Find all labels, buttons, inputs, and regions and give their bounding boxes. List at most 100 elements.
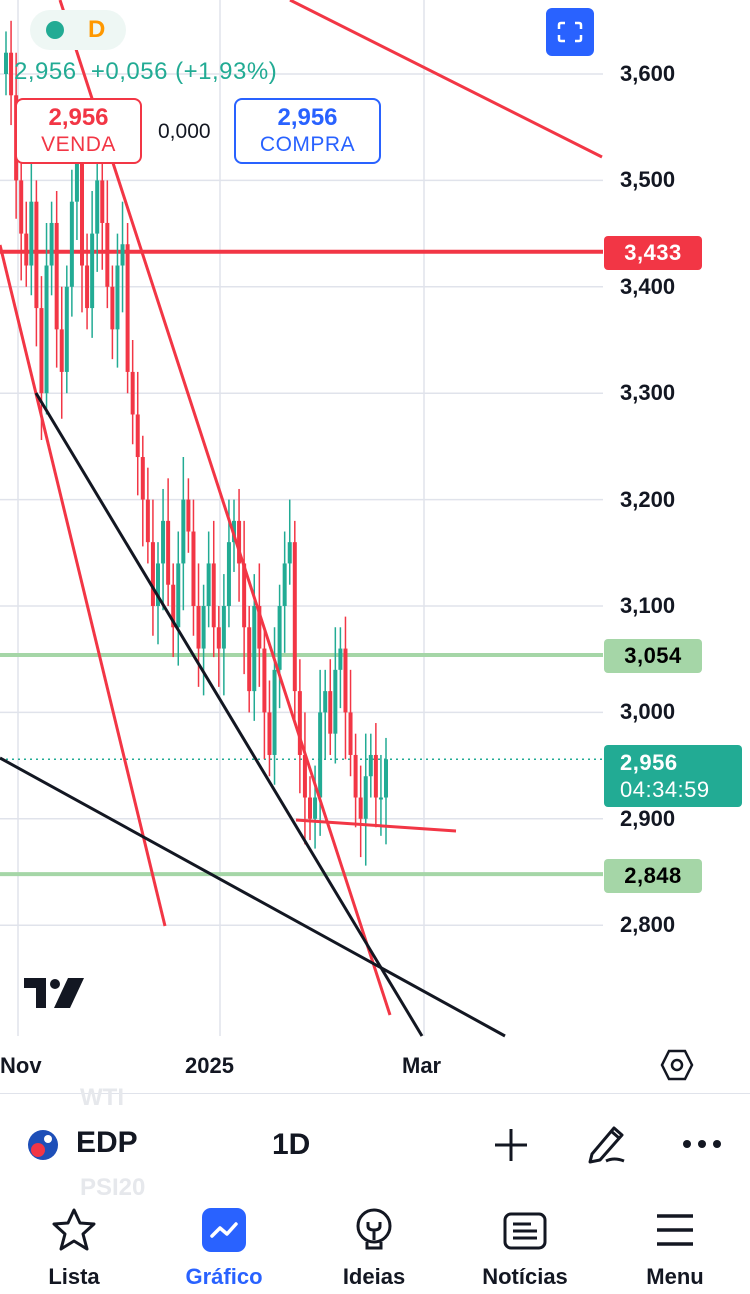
nav-noticias[interactable]: Notícias: [455, 1206, 595, 1290]
y-tick-label: 3,300: [620, 380, 676, 406]
current-price-label: 2,956 04:34:59: [604, 745, 742, 807]
nav-label: Gráfico: [185, 1264, 263, 1289]
candle-body: [262, 648, 267, 713]
price-line-label-upper: 3,054: [604, 639, 702, 673]
candle-body: [140, 457, 145, 500]
candle-body: [338, 648, 343, 670]
trendline-red: [289, 0, 603, 159]
candle-body: [277, 606, 282, 670]
price-chart[interactable]: [0, 0, 750, 1092]
y-tick-label: 3,600: [620, 61, 676, 86]
nav-menu[interactable]: Menu: [605, 1206, 745, 1290]
candle-body: [186, 499, 191, 532]
candle-body: [216, 627, 221, 649]
candle-body: [257, 606, 262, 649]
candle-body: [373, 754, 378, 798]
bar-countdown: 04:34:59: [620, 777, 710, 802]
y-tick-label: 3,000: [620, 699, 676, 725]
candle-body: [181, 499, 186, 564]
candle-body: [363, 776, 368, 819]
nav-label: Lista: [48, 1264, 100, 1289]
y-tick-label: 3,100: [620, 593, 676, 618]
symbol-toolbar: WTI PSI20 EDP 1D: [0, 1084, 750, 1201]
news-icon: [503, 1212, 547, 1250]
candle-body: [302, 754, 307, 798]
y-tick-label: 2,900: [620, 805, 676, 831]
candle-body: [348, 712, 353, 755]
chart-icon: [202, 1208, 246, 1252]
buy-button[interactable]: 2,956 COMPRA: [234, 98, 381, 164]
sell-button[interactable]: 2,956 VENDA: [15, 98, 142, 164]
current-price: 2,956: [620, 750, 678, 775]
nav-label: Menu: [646, 1264, 704, 1289]
candle-body: [49, 222, 54, 266]
candle-body: [292, 542, 297, 692]
candle-body: [9, 52, 14, 96]
candle-body: [328, 691, 333, 734]
trendline-red: [58, 0, 392, 1016]
price-line-label-lower: 2,848: [604, 859, 702, 893]
buy-label: COMPRA: [259, 133, 356, 156]
nav-grafico[interactable]: Gráfico: [154, 1206, 294, 1290]
symbol-button[interactable]: EDP: [24, 1124, 138, 1162]
candle-body: [120, 244, 125, 266]
trendline-black: [34, 392, 424, 1037]
nav-ideias[interactable]: Ideias: [304, 1206, 444, 1290]
x-tick-label: 2025: [185, 1053, 234, 1078]
symbol-logo-icon: [28, 1130, 58, 1160]
candle-body: [95, 180, 100, 234]
candle-body: [130, 371, 135, 415]
interval-badge: D: [88, 16, 106, 43]
chart-area[interactable]: D 2,956 +0,056 (+1,93%) 2,956 VENDA 0,00…: [0, 0, 750, 1092]
candle-body: [237, 520, 242, 564]
symbol-name: EDP: [76, 1126, 138, 1159]
candle-body: [90, 233, 95, 309]
spread-value: 0,000: [158, 120, 211, 143]
more-icon[interactable]: [682, 1138, 722, 1150]
fullscreen-icon: [557, 21, 583, 43]
chart-status-pill[interactable]: D: [30, 10, 126, 50]
candle-body: [242, 563, 247, 628]
nav-lista[interactable]: Lista: [4, 1206, 144, 1290]
candle-body: [226, 542, 231, 606]
interval-button[interactable]: 1D: [272, 1128, 311, 1161]
lightbulb-icon: [356, 1208, 392, 1250]
candle-body: [176, 563, 181, 628]
draw-pencil-icon[interactable]: [584, 1120, 630, 1166]
candle-body: [333, 669, 338, 734]
x-tick-label: Nov: [0, 1053, 42, 1078]
candle-body: [221, 606, 226, 649]
candle-body: [85, 265, 90, 309]
y-tick-label: 3,500: [620, 167, 676, 193]
trendline-red: [295, 818, 457, 833]
candle-body: [252, 606, 257, 692]
candle-body: [64, 286, 69, 372]
candle-body: [282, 563, 287, 606]
trendline-red: [0, 244, 167, 927]
add-icon[interactable]: [492, 1126, 530, 1164]
sell-price: 2,956: [48, 104, 109, 131]
y-tick-label: 3,200: [620, 486, 676, 512]
candle-body: [4, 52, 8, 74]
y-tick-label: 3,400: [620, 273, 676, 299]
market-open-dot: [46, 21, 64, 39]
candle-body: [69, 201, 74, 287]
star-icon: [52, 1208, 96, 1251]
candle-body: [24, 233, 29, 266]
y-tick-label: 2,800: [620, 912, 676, 938]
buy-price: 2,956: [277, 104, 338, 131]
candle-body: [74, 159, 79, 202]
candle-body: [161, 520, 166, 564]
chart-settings-icon[interactable]: [660, 1049, 694, 1081]
candle-body: [353, 754, 358, 798]
candle-body: [156, 563, 160, 606]
candle-body: [206, 563, 211, 606]
candle-body: [267, 712, 272, 755]
candle-body: [287, 542, 292, 564]
candle-body: [272, 669, 277, 755]
fullscreen-button[interactable]: [546, 8, 594, 56]
nav-label: Notícias: [482, 1264, 568, 1289]
candle-body: [318, 712, 323, 798]
candle-body: [201, 606, 206, 649]
candle-body: [19, 180, 24, 234]
